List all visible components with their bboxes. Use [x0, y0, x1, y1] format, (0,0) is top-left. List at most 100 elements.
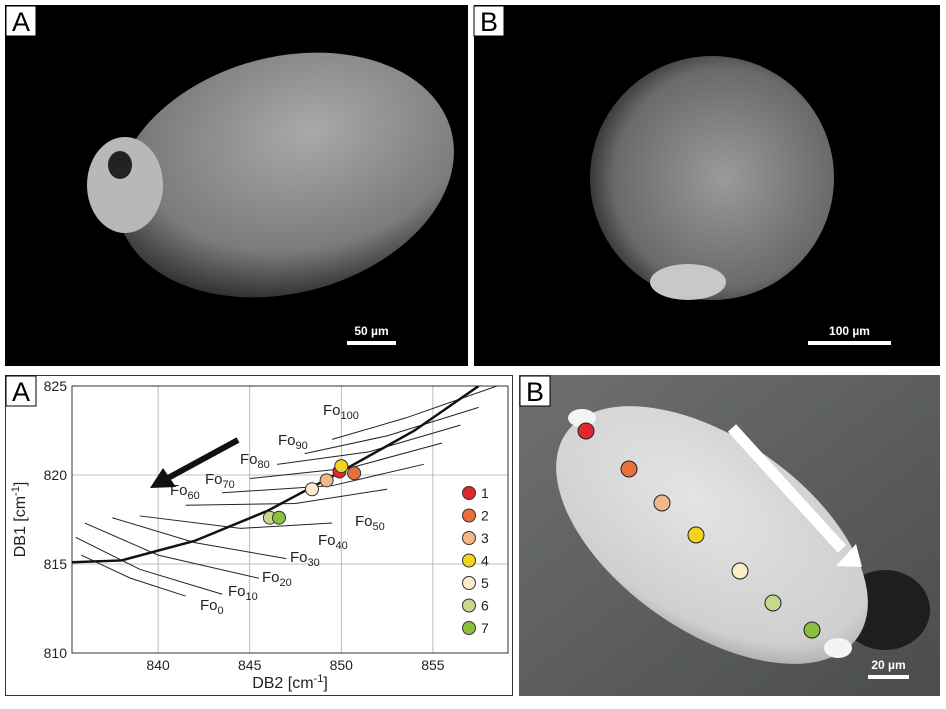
isoline-label-text: Fo [228, 583, 246, 600]
panel-label-box [519, 375, 551, 407]
isoline [185, 488, 388, 506]
isoline [84, 522, 259, 579]
isoline-label-text: Fo [278, 432, 296, 449]
legend-marker [462, 621, 476, 635]
inclusion-hole [108, 151, 132, 179]
axis-title-text: DB1 [cm [12, 496, 29, 557]
plot-frame [71, 385, 509, 654]
axis-title: DB2 [cm-1] [252, 673, 328, 692]
y-tick-label: 820 [44, 467, 68, 483]
isoline [75, 536, 223, 595]
crystal [590, 56, 834, 300]
axis-title-end: ] [12, 482, 29, 486]
data-point [334, 459, 349, 474]
data-point [272, 510, 287, 525]
crystal [116, 52, 454, 298]
axis-title-end: ] [323, 675, 327, 692]
isoline [331, 386, 498, 440]
tip [568, 409, 596, 427]
isoline-label-sub: 50 [373, 521, 385, 533]
isoline-label: Fo70 [205, 471, 235, 491]
arrow [727, 424, 847, 553]
isoline [80, 554, 186, 597]
isoline-label: Fo20 [262, 569, 292, 589]
x-tick-label: 840 [146, 657, 170, 673]
isoline-label-sub: 80 [258, 459, 270, 471]
legend-label: 2 [481, 508, 489, 524]
isoline-label: Fo100 [323, 402, 359, 422]
isoline-label: Fo90 [278, 432, 308, 452]
isoline-label: Fo30 [290, 549, 320, 569]
isoline-label-sub: 90 [296, 440, 308, 452]
isoline-label: Fo50 [355, 513, 385, 533]
legend-label: 7 [481, 620, 489, 636]
isoline [112, 517, 287, 560]
panel-label: B [480, 7, 498, 37]
panel-label: A [12, 377, 30, 407]
scale-label: 20 µm [871, 658, 905, 672]
isoline-label-text: Fo [240, 451, 258, 468]
panel-label: B [526, 377, 544, 407]
measurement-spot [731, 562, 749, 580]
measurement-spot [620, 460, 638, 478]
panel-label-box [5, 375, 37, 407]
isoline-label-sub: 10 [246, 591, 258, 603]
measurement-spot [577, 422, 595, 440]
isoline-label-text: Fo [262, 569, 280, 586]
legend-label: 5 [481, 575, 489, 591]
isoline [277, 424, 461, 465]
panel-label: A [12, 7, 30, 37]
isoline-label-text: Fo [290, 549, 308, 566]
isoline-label-sub: 0 [218, 605, 224, 617]
isoline [139, 515, 333, 529]
trend-arrow [166, 437, 240, 481]
y-tick-label: 825 [44, 378, 68, 394]
x-tick-label: 855 [421, 657, 445, 673]
data-point [304, 482, 319, 497]
legend-label: 6 [481, 598, 489, 614]
legend-marker [462, 508, 476, 523]
isoline [222, 463, 424, 494]
data-point [319, 473, 334, 488]
legend-marker [462, 553, 476, 568]
panel-label-box [473, 5, 505, 37]
isoline-label-text: Fo [323, 402, 341, 419]
isoline-label: Fo80 [240, 451, 270, 471]
axis-title: DB1 [cm-1] [10, 482, 29, 558]
isoline-label-sub: 70 [223, 479, 235, 491]
axis-title-text: DB2 [cm [252, 675, 313, 692]
reference-curve [72, 386, 480, 564]
plot-lines [72, 386, 498, 597]
isoline-label-sub: 20 [280, 577, 292, 589]
isoline-label-text: Fo [355, 513, 373, 530]
inclusion [87, 137, 163, 233]
chart: 840 845 850 855810815820825Fo0Fo10Fo20Fo30F… [10, 378, 509, 692]
axis-title-sup: -1 [314, 673, 324, 685]
isoline-label-sub: 60 [188, 490, 200, 502]
x-tick-label: 850 [330, 657, 354, 673]
isoline-label: Fo0 [200, 597, 224, 617]
scale-label: 50 µm [354, 324, 388, 338]
isoline-label: Fo10 [228, 583, 258, 603]
axis-title-sup: -1 [10, 486, 22, 496]
isoline-label-sub: 40 [336, 540, 348, 552]
tip [824, 638, 852, 658]
measurement-spot [653, 494, 671, 512]
legend-label: 1 [481, 485, 489, 501]
isoline-label: Fo40 [318, 532, 348, 552]
isoline-label-sub: 100 [341, 410, 359, 422]
chart-panel [5, 375, 513, 696]
x-tick-label: 845 [238, 657, 262, 673]
scale-label: 100 µm [829, 324, 870, 338]
legend-label: 4 [481, 553, 489, 569]
legend-marker [462, 598, 476, 613]
isoline-label-text: Fo [205, 471, 223, 488]
inclusion [650, 264, 726, 300]
legend-label: 3 [481, 530, 489, 546]
y-tick-label: 810 [44, 645, 68, 661]
measurement-spot [803, 621, 821, 639]
data-point [347, 466, 362, 481]
trend-arrow-head [150, 468, 176, 488]
arrow-head [836, 544, 862, 567]
